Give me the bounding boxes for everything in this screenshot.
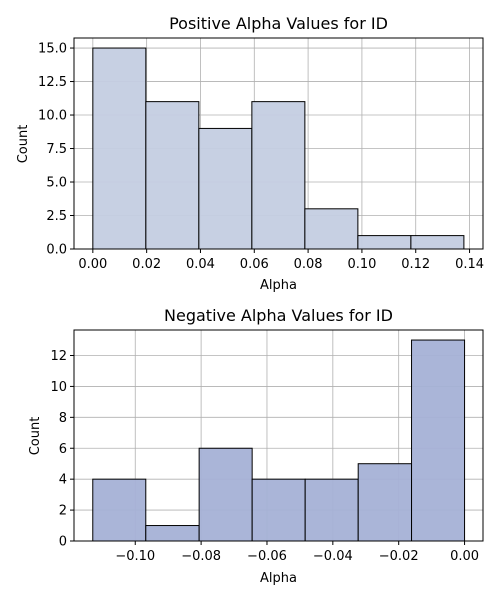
y-tick-label: 7.5 xyxy=(46,142,67,157)
x-tick-label: 0.00 xyxy=(78,257,107,272)
x-tick-label: −0.10 xyxy=(115,549,155,564)
x-axis-label: Alpha xyxy=(260,571,297,586)
y-tick-label: 12.5 xyxy=(38,75,67,90)
x-tick-label: 0.14 xyxy=(455,257,484,272)
axes-frame xyxy=(73,329,484,542)
histogram-bar xyxy=(145,525,200,542)
y-tick-label: 2 xyxy=(59,504,67,519)
x-tick-label: 0.00 xyxy=(450,549,479,564)
x-tick-label: −0.04 xyxy=(313,549,353,564)
histogram-bar xyxy=(304,478,359,542)
histogram-bar xyxy=(410,235,465,250)
histogram-bar xyxy=(251,478,306,542)
histogram-bar xyxy=(92,47,147,250)
y-tick-label: 12 xyxy=(50,349,67,364)
x-tick-label: 0.12 xyxy=(401,257,430,272)
histogram-bar xyxy=(198,447,253,542)
histogram-bar xyxy=(357,235,412,250)
chart-title: Positive Alpha Values for ID xyxy=(169,14,388,33)
y-axis-label: Count xyxy=(16,125,31,164)
x-tick-label: 0.10 xyxy=(347,257,376,272)
histogram-bar xyxy=(357,463,413,542)
x-tick-label: −0.06 xyxy=(247,549,287,564)
y-tick-label: 0 xyxy=(59,535,67,550)
y-tick-label: 10.0 xyxy=(38,109,67,124)
x-axis-label: Alpha xyxy=(260,278,297,293)
negative-alpha-histogram: Negative Alpha Values for ID Alpha Count… xyxy=(28,306,484,586)
histogram-bar xyxy=(304,208,359,250)
x-tick-label: −0.02 xyxy=(379,549,419,564)
positive-alpha-histogram: Positive Alpha Values for ID Alpha Count… xyxy=(16,14,484,293)
histogram-bar xyxy=(198,127,253,250)
x-tick-label: 0.06 xyxy=(240,257,269,272)
y-axis-label: Count xyxy=(28,417,43,456)
histogram-bar xyxy=(92,478,147,542)
y-tick-label: 6 xyxy=(59,442,67,457)
chart-title: Negative Alpha Values for ID xyxy=(164,306,393,325)
y-tick-label: 15.0 xyxy=(38,42,67,57)
histogram-bar xyxy=(145,101,200,250)
x-tick-label: 0.04 xyxy=(186,257,215,272)
y-tick-label: 2.5 xyxy=(46,209,67,224)
y-tick-label: 4 xyxy=(59,473,67,488)
histogram-bar xyxy=(251,101,306,250)
y-tick-label: 5.0 xyxy=(46,176,67,191)
x-tick-label: 0.02 xyxy=(132,257,161,272)
axes-frame xyxy=(73,37,484,250)
y-tick-label: 8 xyxy=(59,411,67,426)
y-tick-label: 10 xyxy=(50,380,67,395)
histogram-bar xyxy=(411,339,466,542)
y-tick-label: 0.0 xyxy=(46,243,67,258)
x-tick-label: −0.08 xyxy=(181,549,221,564)
x-tick-label: 0.08 xyxy=(294,257,323,272)
